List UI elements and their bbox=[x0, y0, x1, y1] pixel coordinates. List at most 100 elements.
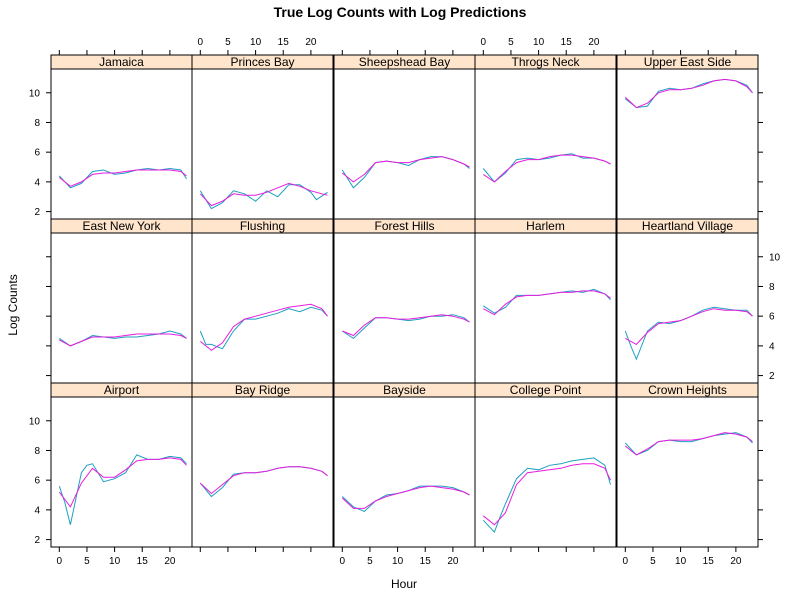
y-tick-label: 6 bbox=[34, 476, 40, 487]
x-tick-label: 5 bbox=[650, 556, 656, 567]
x-tick-label: 10 bbox=[250, 37, 262, 48]
x-tick-label: 15 bbox=[703, 556, 715, 567]
panel-frame bbox=[333, 232, 476, 384]
panel-frame bbox=[50, 232, 193, 384]
series-pred-line bbox=[482, 463, 611, 526]
panel-frame bbox=[333, 396, 476, 548]
x-tick-label: 5 bbox=[367, 556, 373, 567]
panel-bay-ridge: Bay Ridge bbox=[191, 382, 334, 552]
panel-frame bbox=[616, 68, 759, 220]
x-tick-label: 0 bbox=[481, 37, 487, 48]
y-tick-label: 2 bbox=[34, 207, 40, 218]
panel-strip-label: Upper East Side bbox=[644, 55, 732, 69]
y-tick-label: 8 bbox=[34, 446, 40, 457]
panel-airport: Airport 0 5 10 15 20 2 4 6 8 10 bbox=[29, 382, 193, 567]
panel-strip-label: Bayside bbox=[383, 383, 426, 397]
series-pred-line bbox=[58, 457, 187, 508]
panel-flushing: Flushing bbox=[191, 218, 334, 384]
panel-frame bbox=[474, 396, 617, 548]
x-tick-label: 20 bbox=[588, 37, 600, 48]
series-true-line bbox=[482, 457, 611, 534]
x-axis-title: Hour bbox=[391, 577, 417, 591]
panel-sheepshead-bay: Sheepshead Bay bbox=[333, 50, 476, 220]
x-tick-label: 5 bbox=[225, 37, 231, 48]
panel-princes-bay: Princes Bay 0 5 10 15 20 bbox=[191, 37, 334, 220]
panel-strip-label: Bay Ridge bbox=[235, 383, 291, 397]
x-tick-label: 0 bbox=[623, 556, 629, 567]
y-tick-label: 4 bbox=[34, 177, 40, 188]
series-pred-line bbox=[58, 169, 187, 187]
x-tick-label: 15 bbox=[137, 556, 149, 567]
panel-strip-label: Jamaica bbox=[99, 55, 144, 69]
series-pred-line bbox=[483, 290, 611, 316]
panel-frame bbox=[616, 232, 759, 384]
panel-throgs-neck: Throgs Neck 0 5 10 15 20 bbox=[474, 37, 617, 220]
x-tick-label: 0 bbox=[198, 37, 204, 48]
panel-frame bbox=[191, 396, 334, 548]
panel-strip-label: Harlem bbox=[526, 219, 565, 233]
series-pred-line bbox=[624, 432, 753, 456]
panel-frame bbox=[616, 396, 759, 548]
x-tick-label: 10 bbox=[675, 556, 687, 567]
y-tick-label: 10 bbox=[29, 88, 41, 99]
x-tick-label: 5 bbox=[84, 556, 90, 567]
y-tick-label: 6 bbox=[34, 148, 40, 159]
panel-strip-label: Princes Bay bbox=[230, 55, 294, 69]
series-pred-line bbox=[199, 466, 328, 495]
panel-strip-label: Crown Heights bbox=[648, 383, 727, 397]
x-tick-label: 10 bbox=[392, 556, 404, 567]
series-true-line bbox=[58, 454, 187, 525]
series-pred-line bbox=[342, 314, 470, 337]
x-tick-label: 20 bbox=[447, 556, 459, 567]
panel-strip-label: Airport bbox=[104, 383, 140, 397]
x-tick-label: 10 bbox=[533, 37, 545, 48]
panel-strip-label: Sheepshead Bay bbox=[359, 55, 450, 69]
series-true-line bbox=[483, 288, 611, 314]
panel-frame bbox=[474, 232, 617, 384]
series-true-line bbox=[342, 314, 470, 340]
series-pred-line bbox=[483, 154, 611, 183]
x-tick-label: 20 bbox=[305, 37, 317, 48]
y-tick-label: 8 bbox=[769, 282, 775, 293]
panel-frame bbox=[474, 68, 617, 220]
series-pred-line bbox=[624, 78, 753, 109]
series-true-line bbox=[624, 306, 753, 361]
panel-college-point: College Point bbox=[474, 382, 617, 552]
series-pred-line bbox=[199, 303, 328, 351]
y-tick-label: 2 bbox=[769, 371, 775, 382]
x-tick-label: 15 bbox=[561, 37, 573, 48]
panel-upper-east-side: Upper East Side bbox=[616, 50, 763, 220]
y-tick-label: 4 bbox=[34, 505, 40, 516]
panel-strip-label: East New York bbox=[82, 219, 161, 233]
chart-title: True Log Counts with Log Predictions bbox=[274, 4, 527, 20]
series-true-line bbox=[59, 330, 187, 347]
panel-strip-label: Heartland Village bbox=[642, 219, 733, 233]
panel-harlem: Harlem bbox=[474, 218, 617, 384]
series-true-line bbox=[58, 167, 187, 189]
series-true-line bbox=[199, 184, 328, 210]
panel-bayside: Bayside 0 5 10 15 20 bbox=[333, 382, 476, 567]
x-tick-label: 15 bbox=[420, 556, 432, 567]
panel-frame bbox=[333, 68, 476, 220]
series-pred-line bbox=[341, 156, 470, 183]
series-pred-line bbox=[199, 182, 328, 207]
panel-east-new-york: East New York bbox=[46, 218, 193, 384]
panel-heartland-village: Heartland Village 2 4 6 8 10 bbox=[616, 218, 781, 384]
x-tick-label: 15 bbox=[278, 37, 290, 48]
x-tick-label: 0 bbox=[57, 556, 63, 567]
y-tick-label: 2 bbox=[34, 535, 40, 546]
x-tick-label: 10 bbox=[109, 556, 121, 567]
series-true-line bbox=[341, 156, 470, 189]
panel-crown-heights: Crown Heights 0 5 10 15 20 bbox=[616, 382, 763, 567]
panel-strip-label: Throgs Neck bbox=[511, 55, 580, 69]
y-tick-label: 4 bbox=[769, 341, 775, 352]
x-tick-label: 20 bbox=[730, 556, 742, 567]
panel-strip-label: Forest Hills bbox=[374, 219, 434, 233]
y-tick-label: 10 bbox=[29, 416, 41, 427]
panel-strip-label: Flushing bbox=[240, 219, 285, 233]
series-true-line bbox=[624, 432, 753, 456]
panel-frame bbox=[50, 68, 193, 220]
